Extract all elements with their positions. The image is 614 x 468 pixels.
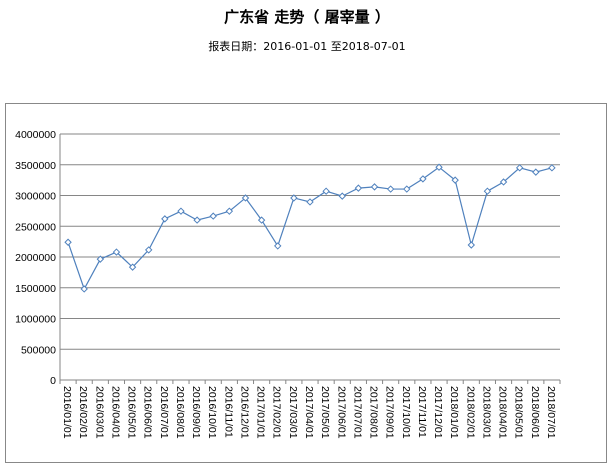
data-point — [370, 183, 379, 191]
data-point — [306, 198, 314, 206]
data-point — [467, 241, 475, 249]
x-tick-label: 2017/08/01 — [368, 386, 380, 439]
data-point — [403, 185, 411, 193]
x-tick-label: 2017/12/01 — [432, 386, 444, 439]
x-tick-label: 2017/09/01 — [384, 386, 396, 439]
data-point — [548, 164, 556, 172]
data-point — [177, 207, 185, 215]
x-tick-label: 2017/04/01 — [303, 386, 315, 439]
x-tick-label: 2016/03/01 — [93, 386, 105, 439]
chart-frame — [5, 103, 607, 463]
x-tick-label: 2018/06/01 — [529, 386, 541, 439]
y-tick-label: 4000000 — [15, 129, 56, 141]
data-point — [386, 185, 395, 193]
data-point — [112, 248, 121, 256]
x-tick-label: 2016/04/01 — [109, 386, 121, 439]
data-point — [193, 216, 201, 224]
x-tick-label: 2016/10/01 — [206, 386, 218, 439]
data-point — [499, 178, 508, 186]
x-tick-label: 2016/09/01 — [190, 386, 202, 439]
data-point — [515, 164, 524, 172]
x-tick-label: 2016/05/01 — [126, 386, 138, 439]
data-point — [80, 285, 88, 293]
data-point — [209, 212, 217, 220]
data-point — [145, 246, 153, 254]
y-tick-label: 1000000 — [15, 314, 56, 326]
y-tick-label: 2500000 — [15, 221, 56, 233]
x-tick-label: 2018/07/01 — [545, 386, 557, 439]
x-tick-label: 2017/02/01 — [271, 386, 283, 439]
x-tick-label: 2018/01/01 — [448, 386, 460, 439]
x-tick-label: 2016/08/01 — [174, 386, 186, 439]
y-tick-label: 3500000 — [15, 160, 56, 172]
y-tick-label: 0 — [50, 375, 56, 387]
x-tick-label: 2018/03/01 — [480, 386, 492, 439]
data-point — [225, 207, 234, 215]
y-tick-label: 500000 — [21, 344, 56, 356]
x-tick-label: 2018/04/01 — [497, 386, 509, 439]
data-point — [64, 238, 72, 246]
series-line — [67, 166, 553, 291]
x-tick-label: 2016/11/01 — [222, 386, 234, 438]
chart-subtitle: 报表日期：2016-01-01 至2018-07-01 — [208, 40, 406, 53]
y-tick-label: 3000000 — [15, 191, 56, 203]
data-point — [451, 176, 459, 184]
data-point — [354, 184, 363, 192]
data-point — [257, 216, 266, 224]
x-tick-label: 2017/11/01 — [416, 386, 428, 438]
data-point — [274, 242, 282, 250]
data-point — [290, 194, 298, 202]
data-point — [128, 263, 137, 271]
x-tick-label: 2016/01/01 — [61, 386, 73, 439]
x-tick-label: 2017/01/01 — [255, 386, 267, 439]
x-tick-label: 2016/07/01 — [158, 386, 170, 439]
data-point — [435, 163, 443, 171]
x-tick-label: 2017/05/01 — [319, 386, 331, 439]
x-tick-label: 2017/03/01 — [287, 386, 299, 439]
y-tick-label: 2000000 — [15, 252, 56, 264]
data-point — [161, 215, 169, 223]
x-tick-label: 2018/02/01 — [464, 386, 476, 439]
x-tick-label: 2018/05/01 — [513, 386, 525, 439]
x-tick-label: 2017/10/01 — [400, 386, 412, 439]
data-point — [532, 168, 540, 176]
data-point — [241, 194, 250, 202]
x-tick-label: 2016/02/01 — [77, 386, 89, 439]
x-tick-label: 2016/06/01 — [142, 386, 154, 439]
data-point — [419, 175, 427, 183]
data-point — [322, 187, 330, 195]
data-point — [483, 187, 492, 195]
x-tick-label: 2016/12/01 — [238, 386, 250, 439]
data-point — [96, 255, 105, 263]
x-tick-label: 2017/07/01 — [351, 386, 363, 439]
y-tick-label: 1500000 — [15, 283, 56, 295]
data-point — [338, 192, 346, 200]
chart-title: 广东省 走势（ 屠宰量 ） — [224, 8, 390, 26]
x-tick-label: 2017/06/01 — [335, 386, 347, 439]
